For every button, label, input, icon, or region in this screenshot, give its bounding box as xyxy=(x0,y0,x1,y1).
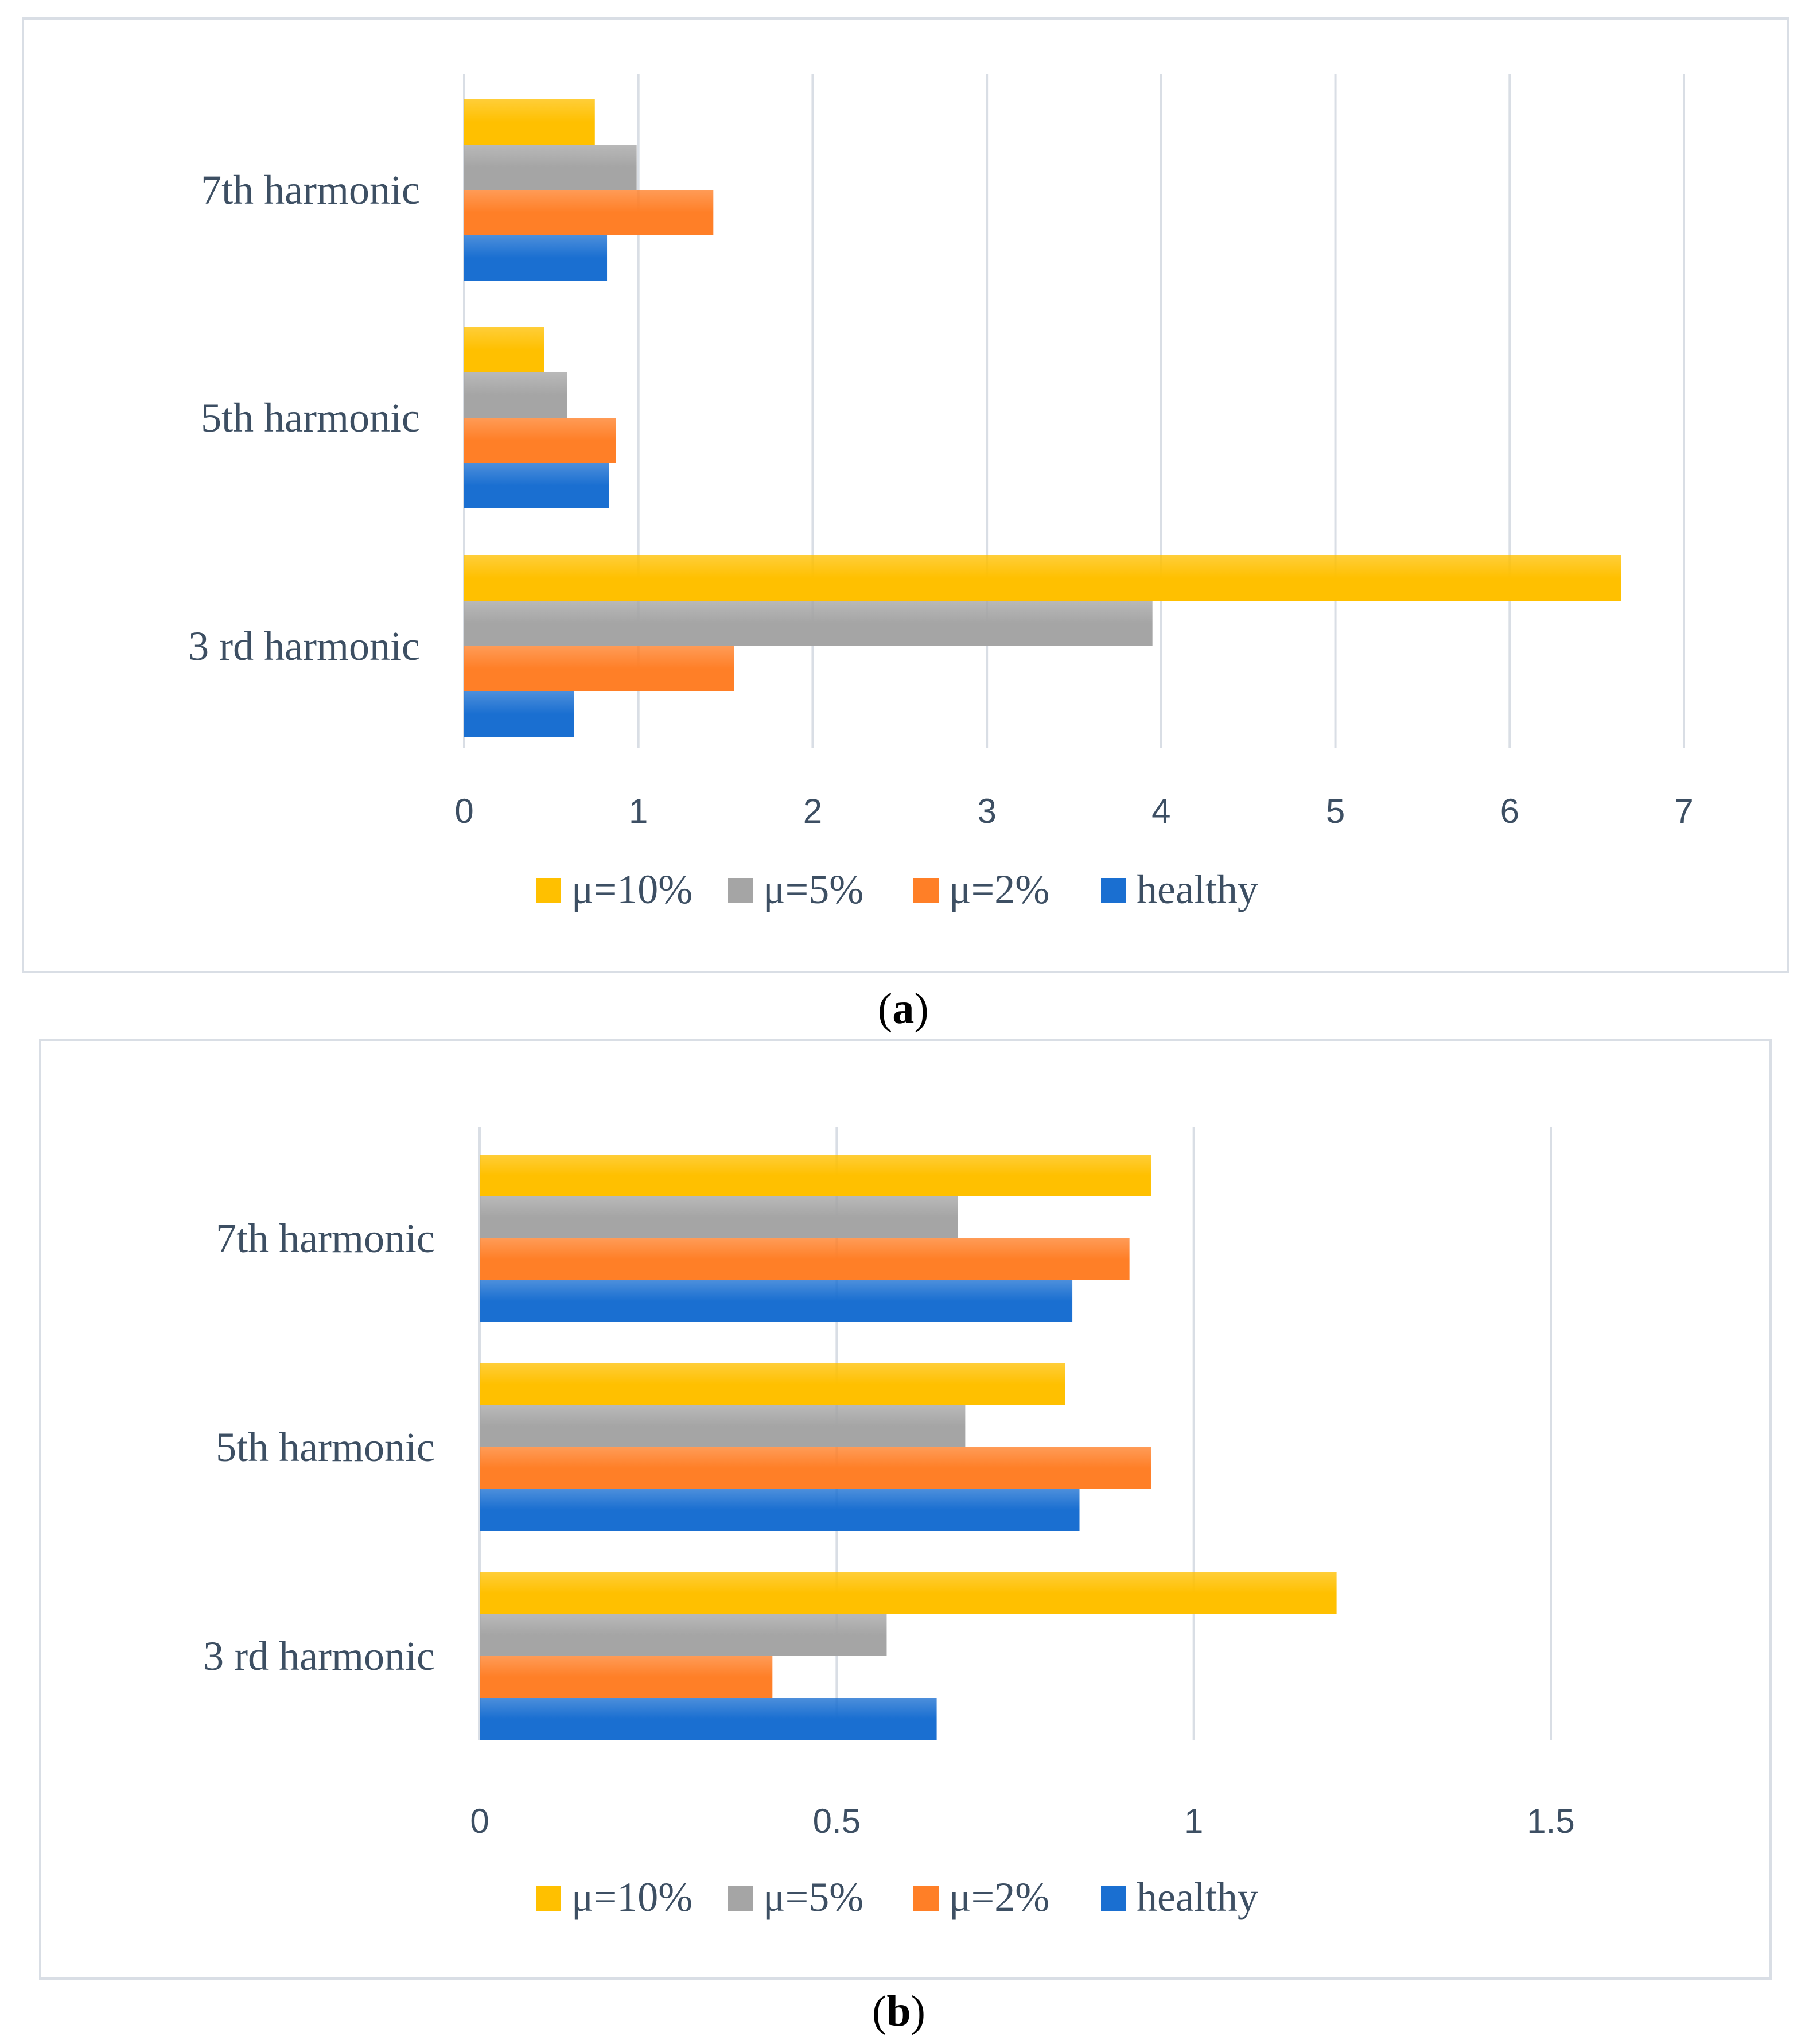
bar-b-3-rd-harmonic-mu5 xyxy=(480,1614,887,1656)
bar-b-7th-harmonic-mu10 xyxy=(480,1155,1151,1196)
caption-b-close: ) xyxy=(911,1987,925,2035)
caption-a-letter: a xyxy=(892,985,915,1033)
caption-a: (a) xyxy=(878,984,929,1034)
bar-b-7th-harmonic-mu5 xyxy=(480,1196,958,1238)
x-tick-label-b-3: 1.5 xyxy=(1527,1802,1574,1840)
bar-b-3-rd-harmonic-mu2 xyxy=(480,1656,773,1698)
legend-label-a-mu2: μ=2% xyxy=(949,866,1049,912)
bar-b-5th-harmonic-mu10 xyxy=(480,1363,1065,1405)
legend-swatch-a-mu5 xyxy=(728,878,753,903)
category-label-a-5th-harmonic: 5th harmonic xyxy=(201,395,420,441)
legend-label-b-mu2: μ=2% xyxy=(949,1874,1049,1920)
x-tick-label-a-7: 7 xyxy=(1674,792,1693,830)
legend-label-a-healthy: healthy xyxy=(1137,866,1258,912)
caption-a-close: ) xyxy=(914,985,929,1033)
bar-a-7th-harmonic-mu2 xyxy=(464,190,714,235)
bar-a-3-rd-harmonic-healthy xyxy=(464,691,574,737)
bar-a-5th-harmonic-mu2 xyxy=(464,418,616,463)
bar-a-3-rd-harmonic-mu5 xyxy=(464,601,1153,646)
x-tick-label-a-5: 5 xyxy=(1326,792,1345,830)
legend-swatch-b-mu2 xyxy=(913,1886,939,1911)
legend-swatch-b-mu5 xyxy=(728,1886,753,1911)
chart-panel-b: 0 0.5 1 1.5 7th harmonic 5th harmonic 3 rd har… xyxy=(39,1039,1772,1980)
legend-swatch-b-healthy xyxy=(1101,1886,1126,1911)
bar-a-5th-harmonic-mu10 xyxy=(464,327,544,372)
bar-a-5th-harmonic-mu5 xyxy=(464,372,567,418)
x-tick-label-a-4: 4 xyxy=(1151,792,1170,830)
legend-label-a-mu5: μ=5% xyxy=(763,866,863,912)
x-tick-label-b-0: 0 xyxy=(470,1802,489,1840)
legend-label-a-mu10: μ=10% xyxy=(571,866,693,912)
legend-label-b-healthy: healthy xyxy=(1137,1874,1258,1920)
category-label-b-3-rd-harmonic: 3 rd harmonic xyxy=(203,1633,435,1679)
bar-b-3-rd-harmonic-mu10 xyxy=(480,1572,1337,1614)
chart-panel-a: 0 1 2 3 4 5 6 7 7th harmonic 5th harmonic 3 rd har… xyxy=(22,17,1789,973)
bar-b-7th-harmonic-mu2 xyxy=(480,1238,1130,1280)
legend-label-b-mu10: μ=10% xyxy=(571,1874,693,1920)
x-tick-label-a-1: 1 xyxy=(629,792,648,830)
legend-swatch-a-mu2 xyxy=(913,878,939,903)
category-label-a-3-rd-harmonic: 3 rd harmonic xyxy=(188,623,420,669)
caption-b: (b) xyxy=(872,1987,925,2037)
bar-a-5th-harmonic-healthy xyxy=(464,463,609,508)
x-tick-label-b-2: 1 xyxy=(1184,1802,1203,1840)
legend-swatch-a-healthy xyxy=(1101,878,1126,903)
bar-b-7th-harmonic-healthy xyxy=(480,1280,1073,1322)
x-tick-label-a-0: 0 xyxy=(454,792,473,830)
caption-a-open: ( xyxy=(878,985,893,1033)
bar-b-5th-harmonic-mu5 xyxy=(480,1405,966,1447)
category-label-b-7th-harmonic: 7th harmonic xyxy=(216,1215,435,1261)
bar-b-3-rd-harmonic-healthy xyxy=(480,1698,937,1740)
x-tick-label-b-1: 0.5 xyxy=(813,1802,861,1840)
caption-b-open: ( xyxy=(872,1987,887,2035)
x-tick-label-a-6: 6 xyxy=(1500,792,1519,830)
bar-a-7th-harmonic-mu5 xyxy=(464,145,637,190)
legend-swatch-a-mu10 xyxy=(536,878,561,903)
bar-a-3-rd-harmonic-mu2 xyxy=(464,646,734,691)
bar-a-3-rd-harmonic-mu10 xyxy=(464,555,1621,601)
bar-a-7th-harmonic-mu10 xyxy=(464,99,595,145)
caption-b-letter: b xyxy=(886,1987,911,2035)
legend-swatch-b-mu10 xyxy=(536,1886,561,1911)
category-label-b-5th-harmonic: 5th harmonic xyxy=(216,1424,435,1470)
x-tick-label-a-2: 2 xyxy=(803,792,822,830)
category-label-a-7th-harmonic: 7th harmonic xyxy=(201,167,420,213)
bar-b-5th-harmonic-mu2 xyxy=(480,1447,1151,1489)
legend-label-b-mu5: μ=5% xyxy=(763,1874,863,1920)
chart-b-svg: 0 0.5 1 1.5 7th harmonic 5th harmonic 3 rd har… xyxy=(203,1127,1575,1920)
bar-a-7th-harmonic-healthy xyxy=(464,235,608,281)
bar-b-5th-harmonic-healthy xyxy=(480,1489,1080,1531)
chart-a-svg: 0 1 2 3 4 5 6 7 7th harmonic 5th harmonic 3 rd har… xyxy=(188,74,1694,912)
x-tick-label-a-3: 3 xyxy=(977,792,996,830)
